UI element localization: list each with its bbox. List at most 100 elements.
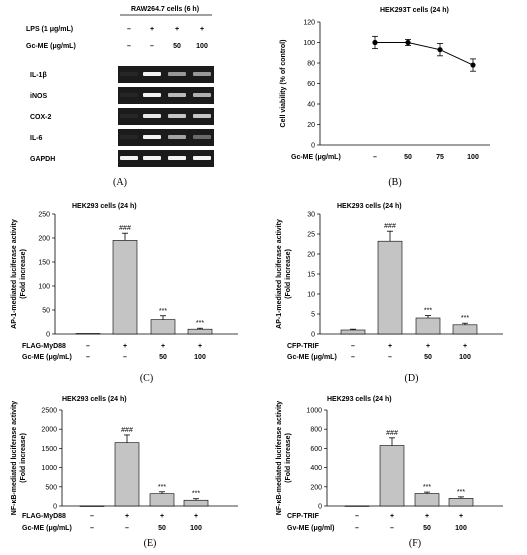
x-row-value: + (426, 343, 430, 350)
y-axis-label-line: (Fold increase) (20, 433, 27, 483)
gel-band (193, 135, 211, 139)
bar (379, 445, 405, 507)
significance-mark: ### (386, 430, 398, 437)
gel-band (143, 135, 161, 139)
x-row-label: Gc-ME (μg/mL) (287, 354, 337, 361)
gel-band (143, 114, 161, 118)
y-axis-label-line: AP-1-mediated luciferase activity (11, 219, 18, 329)
ap1-trif-chart: HEK293 cells (24 h) 0 5 10 15 20 25 30 AP-1-medi… (276, 203, 503, 384)
y-tick-label: 0 (311, 332, 315, 339)
x-row-value: + (390, 513, 394, 520)
x-row-value: – (390, 525, 394, 532)
gene-label: iNOS (30, 93, 47, 100)
x-row-value: – (351, 354, 355, 361)
x-category-label: 100 (467, 154, 479, 161)
y-tick-label: 30 (307, 212, 315, 219)
y-axis-label: AP-1-mediated luciferase activity (Fold i… (11, 219, 27, 329)
y-tick-label: 500 (45, 484, 57, 491)
y-tick-label: 1000 (41, 465, 57, 472)
y-tick-label: 20 (307, 122, 315, 129)
significance-mark: ### (121, 427, 133, 434)
x-row-value: + (459, 513, 463, 520)
treatment-value: 50 (173, 43, 181, 50)
gene-label: GAPDH (30, 156, 55, 163)
treatment-value: + (150, 26, 154, 33)
x-row-value: – (355, 513, 359, 520)
treatment-label: LPS (1 μg/mL) (26, 26, 73, 33)
gel-band (193, 93, 211, 97)
panel-letter: (E) (144, 538, 157, 549)
data-point (437, 47, 443, 53)
gene-label: COX-2 (30, 114, 52, 121)
panel-f: HEK293 cells (24 h) 0 200 400 600 800 1000 NF-κ… (265, 388, 527, 550)
gel-band (193, 156, 211, 160)
treatment-value: – (127, 43, 131, 50)
bar (112, 240, 138, 335)
bar (344, 505, 370, 507)
bar (340, 329, 366, 335)
y-tick-label: 100 (303, 40, 315, 47)
gel-strip (118, 66, 214, 83)
panel-letter: (C) (140, 373, 153, 384)
bar (448, 498, 474, 507)
x-row-label: Gc-ME (μg/mL) (22, 354, 72, 361)
bar (452, 324, 478, 335)
y-axis-label: NF-κB-mediated luciferase activity (Fold … (11, 401, 27, 515)
x-row-value: + (161, 343, 165, 350)
significance-mark: *** (423, 484, 431, 491)
x-row-value: 100 (455, 525, 467, 532)
bar (149, 493, 175, 507)
panel-a: RAW264.7 cells (6 h) LPS (1 μg/mL) – + + + Gc-… (0, 0, 255, 192)
x-row-value: + (160, 513, 164, 520)
y-axis-label: AP-1-mediated luciferase activity (Fold i… (276, 219, 292, 329)
data-point (405, 39, 411, 46)
chart-title: HEK293T cells (24 h) (380, 7, 449, 14)
gel-band (120, 135, 138, 139)
significance-mark: *** (461, 315, 469, 322)
x-row-value: + (125, 513, 129, 520)
gel-band (168, 72, 186, 76)
treatment-value: + (175, 26, 179, 33)
y-tick-label: 25 (307, 232, 315, 239)
y-tick-label: 0 (53, 504, 57, 511)
x-row-label: Gc-ME (μg/mL) (291, 154, 341, 161)
x-row-value: – (355, 525, 359, 532)
x-row-value: 50 (424, 354, 432, 361)
x-row-value: 50 (158, 525, 166, 532)
ap1-myd88-chart: HEK293 cells (24 h) 0 50 100 150 200 250 AP-1-m… (11, 203, 238, 384)
x-row-value: – (125, 525, 129, 532)
y-tick-label: 20 (307, 252, 315, 259)
panel-letter-b: (B) (388, 177, 401, 188)
bar (377, 240, 403, 335)
y-tick-label: 10 (307, 292, 315, 299)
y-tick-label: 0 (46, 332, 50, 339)
x-row-label: CFP-TRIF (287, 513, 320, 520)
x-row-value: 100 (190, 525, 202, 532)
x-row-value: – (86, 354, 90, 361)
y-tick-label: 50 (42, 308, 50, 315)
x-category-label: 50 (404, 154, 412, 161)
y-tick-label: 200 (310, 484, 322, 491)
y-tick-label: 150 (38, 260, 50, 267)
y-tick-label: 5 (311, 312, 315, 319)
x-row-label: CFP-TRIF (287, 343, 320, 350)
panel-e: HEK293 cells (24 h) 0 500 1000 1500 2000 2500 N… (0, 388, 262, 550)
y-axis-label-line: (Fold increase) (285, 433, 292, 483)
gel-band (143, 156, 161, 160)
nfkb-myd88-chart: HEK293 cells (24 h) 0 500 1000 1500 2000 2500 N… (11, 396, 238, 549)
gel-band (120, 93, 138, 97)
x-row-label: FLAG-MyD88 (22, 343, 66, 350)
y-tick-label: 100 (38, 284, 50, 291)
y-axis-label-line: AP-1-mediated luciferase activity (276, 219, 283, 329)
gel-band (168, 93, 186, 97)
x-row-value: + (194, 513, 198, 520)
treatment-label: Gc-ME (μg/mL) (26, 43, 76, 50)
bar (183, 499, 209, 507)
gel-band (168, 135, 186, 139)
x-row-value: – (351, 343, 355, 350)
treatment-value: + (200, 26, 204, 33)
gel-band (143, 72, 161, 76)
significance-mark: *** (196, 320, 204, 327)
treatment-value: – (150, 43, 154, 50)
x-row-value: + (463, 343, 467, 350)
